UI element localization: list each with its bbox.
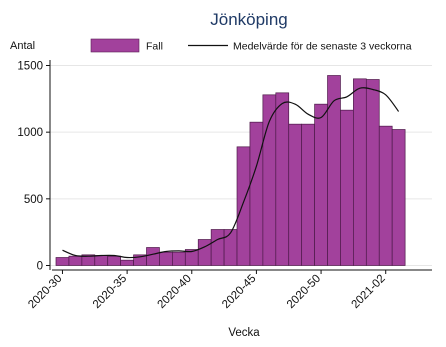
- legend-label-line: Medelvärde för de senaste 3 veckorna: [233, 41, 412, 53]
- bar-2020-49: [301, 123, 315, 266]
- bar-2020-52: [340, 109, 354, 266]
- bar-2020-34: [107, 255, 122, 266]
- bar-2020-45: [249, 121, 264, 266]
- bar-2020-51: [327, 75, 341, 266]
- x-axis-label: Vecka: [228, 327, 260, 339]
- y-tick-label-1000: 1000: [17, 127, 43, 139]
- chart-title: Jönköping: [210, 10, 288, 29]
- y-tick-label-0: 0: [37, 261, 43, 273]
- x-tick-label-2020-40: 2020-40: [156, 273, 194, 311]
- x-tick-label-2020-45: 2020-45: [220, 273, 258, 311]
- y-axis-label: Antal: [10, 40, 35, 52]
- y-tick-label-1500: 1500: [17, 61, 43, 73]
- bar-2020-48: [288, 123, 303, 266]
- legend: Fall Medelvärde för de senaste 3 veckorn…: [90, 38, 412, 53]
- bar-2020-31: [68, 255, 83, 266]
- legend-label-bars: Fall: [146, 41, 163, 53]
- y-tick-label-500: 500: [24, 194, 43, 206]
- bar-2021-01: [365, 79, 380, 266]
- bar-2020-53: [353, 78, 367, 266]
- bar-2020-37: [146, 247, 160, 266]
- x-tick-label-2020-50: 2020-50: [285, 273, 323, 311]
- bar-2021-03: [391, 129, 406, 266]
- average-line: [62, 87, 400, 259]
- bar-2020-39: [172, 251, 186, 266]
- bar-2020-30: [55, 257, 70, 266]
- bar-2020-38: [159, 251, 173, 266]
- bar-2021-02: [378, 125, 393, 266]
- bar-2020-43: [223, 229, 238, 266]
- legend-bar-swatch: [90, 38, 140, 53]
- bars: [55, 75, 406, 266]
- x-ticks: 2020-30 2020-35 2020-40 2020-45 2020-50 2021-…: [26, 270, 388, 311]
- x-tick-label-2020-30: 2020-30: [26, 273, 64, 311]
- y-ticks: 0 500 1000 1500: [17, 61, 50, 273]
- bar-2020-41: [197, 239, 212, 266]
- x-tick-label-2021-02: 2021-02: [349, 273, 387, 311]
- bar-2020-42: [210, 229, 225, 266]
- bar-2020-47: [275, 92, 290, 266]
- bar-2020-44: [236, 146, 251, 266]
- bar-2020-35: [120, 259, 134, 266]
- axes: [49, 60, 432, 271]
- x-tick-label-2020-35: 2020-35: [91, 273, 129, 311]
- bar-2020-50: [314, 103, 328, 266]
- bar-2020-33: [94, 255, 109, 266]
